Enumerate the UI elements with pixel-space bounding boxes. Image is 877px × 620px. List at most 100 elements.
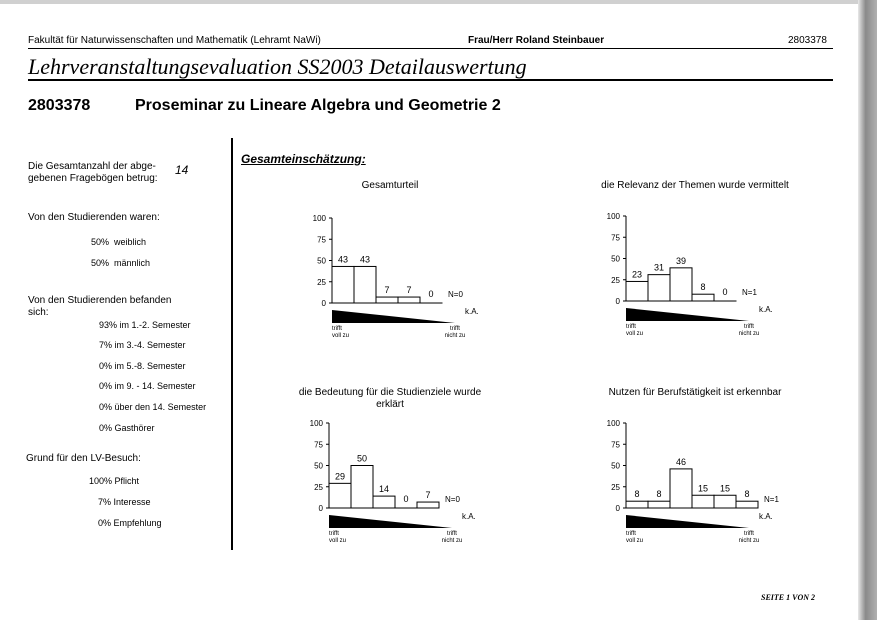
na-count-label: N=1 <box>742 288 757 297</box>
bar <box>397 296 421 304</box>
document-title: Lehrveranstaltungsevaluation SS2003 Deta… <box>28 54 527 79</box>
y-tick-label: 75 <box>314 440 323 449</box>
bar-value-label: 29 <box>335 471 345 481</box>
ka-label: k.A. <box>759 305 773 314</box>
na-count-label: N=0 <box>448 290 463 299</box>
reason-row: 0% Empfehlung <box>98 518 162 528</box>
semester-row: 0% im 9. - 14. Semester <box>99 381 196 391</box>
header-course-id: 2803378 <box>788 35 827 46</box>
ka-label: k.A. <box>462 512 476 521</box>
bar-value-label: 46 <box>676 457 686 467</box>
scale-right-label: trifft <box>450 326 460 332</box>
scale-right-label: trifft <box>744 324 754 330</box>
y-tick-label: 100 <box>607 419 621 428</box>
y-tick-label: 100 <box>607 212 621 221</box>
bar <box>372 495 396 509</box>
page-footer: SEITE 1 VON 2 <box>761 593 816 602</box>
bar-value-label: 0 <box>722 287 727 297</box>
bar <box>416 501 440 509</box>
semester-row: 0% im 5.-8. Semester <box>99 361 186 371</box>
scale-wedge <box>626 515 749 528</box>
semester-row: 93% im 1.-2. Semester <box>99 320 191 330</box>
y-tick-label: 25 <box>611 276 620 285</box>
chart-studienziele: 0 25 50 75 100 29 50 14 0 7 N=0 k.A. trifft voll zu tr… <box>297 415 497 555</box>
bar <box>328 482 352 509</box>
y-tick-label: 50 <box>314 462 323 471</box>
bar <box>375 296 399 304</box>
y-tick-label: 0 <box>616 504 621 513</box>
scale-wedge <box>332 310 455 323</box>
bar-value-label: 31 <box>654 263 664 273</box>
scale-left-label: voll zu <box>626 538 643 544</box>
bar-value-label: 15 <box>720 483 730 493</box>
total-value: 14 <box>175 163 189 177</box>
y-tick-label: 50 <box>611 255 620 264</box>
bar-value-label: 43 <box>360 254 370 264</box>
bar <box>331 265 355 304</box>
scan-top-edge <box>0 0 877 4</box>
lecturer-name: Frau/Herr Roland Steinbauer <box>468 35 605 46</box>
scale-right-label: trifft <box>447 531 457 537</box>
bar <box>625 500 649 509</box>
bar <box>350 465 374 509</box>
y-tick-label: 25 <box>611 483 620 492</box>
na-count-label: N=0 <box>445 495 460 504</box>
reason-row: 7% Interesse <box>98 497 151 507</box>
bar-value-label: 7 <box>384 285 389 295</box>
scale-right-label: nicht zu <box>739 331 760 337</box>
bar-value-label: 0 <box>403 494 408 504</box>
y-tick-label: 75 <box>317 235 326 244</box>
scale-left-label: voll zu <box>329 538 346 544</box>
y-tick-label: 25 <box>317 278 326 287</box>
scale-left-label: trifft <box>626 324 636 330</box>
faculty-name: Fakultät für Naturwissenschaften und Mat… <box>28 35 321 46</box>
chart-berufstaetigkeit: 0 25 50 75 100 8 8 46 15 15 8 N=1 k.A. trifft voll zu t… <box>594 415 794 555</box>
scale-left-label: trifft <box>329 531 339 537</box>
scale-right-label: nicht zu <box>739 538 760 544</box>
scan-right-edge <box>858 0 877 620</box>
gender-row: 50% männlich <box>91 258 151 268</box>
y-tick-label: 0 <box>322 299 327 308</box>
column-divider <box>231 138 233 550</box>
scale-right-label: trifft <box>744 531 754 537</box>
bar <box>647 500 671 509</box>
y-tick-label: 50 <box>611 462 620 471</box>
semester-row: 0% Gasthörer <box>99 423 155 433</box>
y-tick-label: 25 <box>314 483 323 492</box>
reason-heading: Grund für den LV-Besuch: <box>26 453 141 464</box>
bar <box>735 500 759 509</box>
bar <box>669 267 693 302</box>
ka-label: k.A. <box>465 307 479 316</box>
bar-value-label: 15 <box>698 483 708 493</box>
chart-relevanz: 0 25 50 75 100 23 31 39 8 0 N=1 k.A. trifft voll zu tr… <box>594 208 794 348</box>
chart-title: Nutzen für Berufstätigkeit ist erkennbar <box>608 387 782 398</box>
bar <box>691 293 715 302</box>
scale-right-label: nicht zu <box>442 538 463 544</box>
bar-value-label: 50 <box>357 454 367 464</box>
scale-left-label: voll zu <box>332 333 349 339</box>
semester-row: 0% über den 14. Semester <box>99 402 207 412</box>
scale-left-label: voll zu <box>626 331 643 337</box>
course-title: Proseminar zu Lineare Algebra und Geomet… <box>135 97 501 114</box>
bar-value-label: 8 <box>634 489 639 499</box>
bar-value-label: 43 <box>338 254 348 264</box>
y-tick-label: 75 <box>611 233 620 242</box>
semester-row: 7% im 3.-4. Semester <box>99 340 186 350</box>
section-heading: Gesamteinschätzung: <box>241 152 366 166</box>
bar-value-label: 23 <box>632 269 642 279</box>
scale-left-label: trifft <box>626 531 636 537</box>
y-tick-label: 50 <box>317 257 326 266</box>
bar <box>647 274 671 302</box>
course-number: 2803378 <box>28 97 91 114</box>
bar <box>669 468 693 509</box>
y-tick-label: 0 <box>319 504 324 513</box>
bar-value-label: 0 <box>428 289 433 299</box>
chart-gesamturteil: 0 25 50 75 100 43 43 7 7 0 N=0 k.A. trifft voll zu tri… <box>300 210 500 350</box>
y-tick-label: 0 <box>616 297 621 306</box>
title-rule <box>28 79 833 81</box>
header-rule <box>28 48 833 49</box>
